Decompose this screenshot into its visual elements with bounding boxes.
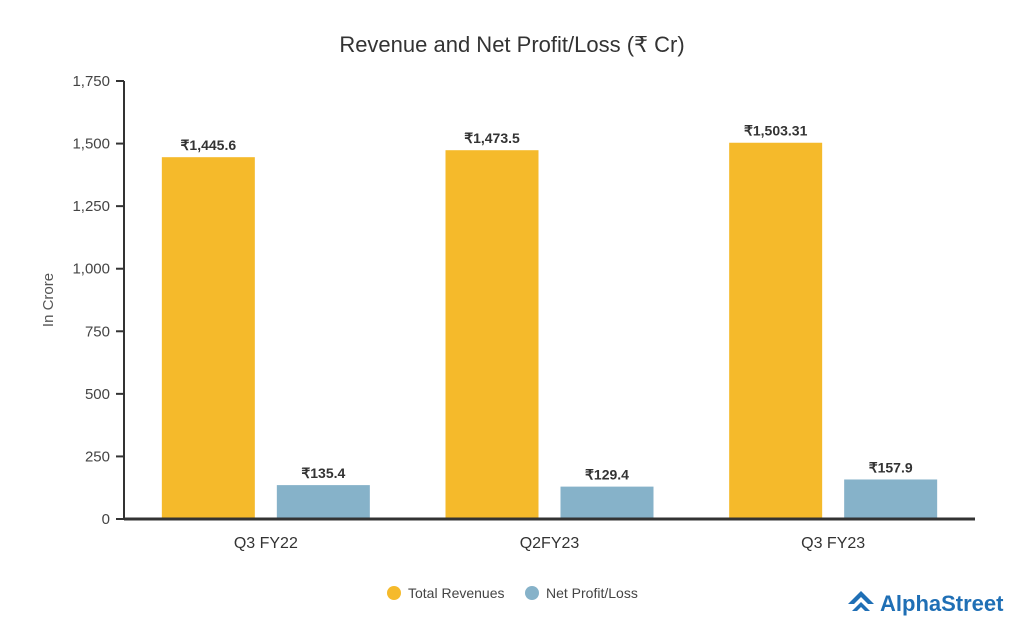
revenue-data-label: ₹1,473.5 [464, 130, 520, 146]
y-tick-label: 250 [85, 448, 110, 465]
net-profit-data-label: ₹129.4 [585, 467, 629, 483]
revenue-data-label: ₹1,503.31 [744, 123, 808, 139]
legend-label-revenue: Total Revenues [408, 585, 505, 601]
y-axis-label: In Crore [40, 273, 57, 327]
y-tick-label: 500 [85, 386, 110, 403]
revenue-bar [161, 157, 255, 520]
y-tick-label: 1,000 [72, 261, 110, 278]
net-profit-data-label: ₹157.9 [869, 459, 913, 475]
net-profit-data-label: ₹135.4 [301, 465, 345, 481]
legend-label-net-profit: Net Profit/Loss [546, 585, 638, 601]
x-axis: Q3 FY22 Q2FY23 Q3 FY23 [124, 517, 975, 552]
net-profit-bar [276, 485, 370, 519]
revenue-bar [445, 150, 539, 520]
y-tick-label: 750 [85, 323, 110, 340]
alphastreet-logo-icon [848, 591, 874, 611]
chart-title: Revenue and Net Profit/Loss (₹ Cr) [339, 32, 684, 57]
y-tick-label: 1,750 [72, 73, 110, 90]
legend: Total Revenues Net Profit/Loss [387, 585, 638, 601]
net-profit-bar [844, 479, 938, 519]
net-profit-bar [560, 486, 654, 519]
x-category-label: Q2FY23 [520, 535, 580, 552]
y-tick-label: 1,500 [72, 136, 110, 153]
y-axis: 0 250 500 750 1,000 1,250 1,500 1,750 [72, 73, 125, 528]
alphastreet-logo: AlphaStreet [848, 591, 1004, 616]
legend-swatch-net-profit [525, 586, 539, 600]
revenue-data-label: ₹1,445.6 [181, 137, 237, 153]
revenue-bar [729, 142, 823, 519]
brand-name: AlphaStreet [880, 591, 1004, 616]
legend-swatch-revenue [387, 586, 401, 600]
x-category-label: Q3 FY23 [801, 535, 865, 552]
x-category-label: Q3 FY22 [234, 535, 298, 552]
bars: ₹1,445.6 ₹135.4 ₹1,473.5 ₹129.4 ₹1,503.31 ₹15… [161, 123, 938, 520]
y-tick-label: 0 [102, 511, 110, 528]
y-tick-label: 1,250 [72, 198, 110, 215]
